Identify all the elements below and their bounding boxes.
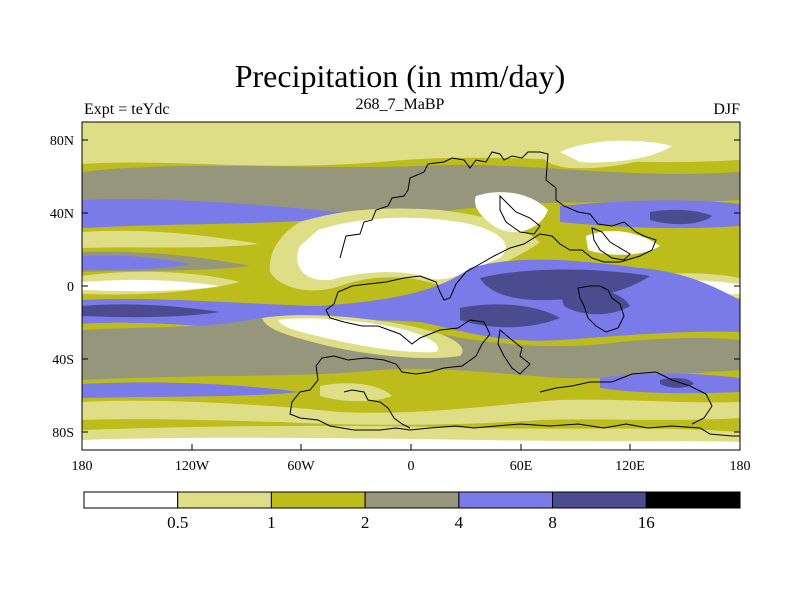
field-darkblue-north bbox=[650, 209, 712, 225]
field-gray-north bbox=[82, 164, 740, 216]
field-white-desert bbox=[297, 217, 506, 281]
lon-label-0: 0 bbox=[408, 459, 415, 474]
outline-east-asia-block bbox=[591, 227, 631, 261]
field-blue-south-track bbox=[82, 382, 300, 398]
pangea-outline bbox=[289, 151, 740, 437]
field-white-eq-west bbox=[82, 279, 220, 292]
lon-label-180w: 180 bbox=[72, 459, 93, 474]
field-white-gondwana bbox=[278, 318, 439, 353]
field-blue-tropic-north bbox=[82, 255, 190, 270]
colorbar-swatch-0 bbox=[83, 491, 179, 509]
field-darkblue-south bbox=[460, 304, 560, 328]
colorbar-level-4: 8 bbox=[548, 513, 557, 532]
colorbar-level-5: 16 bbox=[638, 513, 655, 532]
colorbar: 0.5 1 2 4 8 16 bbox=[83, 491, 741, 532]
field-white-asia bbox=[560, 140, 672, 163]
field-light-south bbox=[82, 399, 740, 425]
experiment-label: Expt = teYdc bbox=[84, 101, 170, 118]
colorbar-level-3: 4 bbox=[455, 513, 464, 532]
colorbar-swatch-6 bbox=[645, 491, 741, 509]
colorbar-swatch-4 bbox=[458, 491, 554, 509]
field-darkblue-south-east bbox=[660, 377, 694, 388]
field-darkblue-west bbox=[82, 304, 220, 318]
outline-island-east bbox=[577, 285, 625, 333]
tick-marks bbox=[81, 139, 741, 450]
field-blue-north-atlantic bbox=[82, 198, 360, 228]
outline-central-asia-block bbox=[499, 194, 541, 235]
lon-label-60e: 60E bbox=[510, 459, 533, 474]
colorbar-level-1: 1 bbox=[267, 513, 276, 532]
field-white-antarctic bbox=[82, 437, 740, 450]
period-label: 268_7_MaBP bbox=[355, 96, 445, 113]
lat-label-0: 0 bbox=[67, 280, 74, 295]
colorbar-swatch-5 bbox=[552, 491, 647, 509]
chart-title: Precipitation (in mm/day) bbox=[234, 58, 566, 94]
lon-label-180e: 180 bbox=[730, 459, 751, 474]
lon-label-120w: 120W bbox=[175, 459, 210, 474]
field-light-midnorth bbox=[82, 230, 260, 248]
field-darkblue-east bbox=[560, 288, 630, 315]
colorbar-level-0: 0.5 bbox=[167, 513, 188, 532]
precip-field bbox=[82, 122, 740, 450]
field-white-central-asia bbox=[474, 192, 548, 233]
lat-label-40n: 40N bbox=[50, 207, 74, 222]
lat-label-80s: 80S bbox=[52, 426, 74, 441]
colorbar-swatch-1 bbox=[177, 491, 272, 509]
lat-label-80n: 80N bbox=[50, 134, 74, 149]
lon-label-120e: 120E bbox=[615, 459, 645, 474]
outline-pole-land bbox=[343, 389, 411, 429]
field-light-arctic-2 bbox=[180, 124, 420, 138]
colorbar-level-2: 2 bbox=[361, 513, 370, 532]
continent-outlines bbox=[289, 151, 740, 437]
season-label: DJF bbox=[713, 101, 740, 118]
outline-island-south bbox=[497, 329, 531, 375]
colorbar-swatch-3 bbox=[364, 491, 460, 509]
outline-east-gondwana bbox=[539, 371, 713, 425]
field-light-pole-land bbox=[320, 383, 392, 402]
colorbar-swatch-2 bbox=[270, 491, 366, 509]
lat-label-40s: 40S bbox=[52, 353, 74, 368]
field-white-east-asia bbox=[586, 231, 660, 255]
lon-label-60w: 60W bbox=[287, 459, 315, 474]
